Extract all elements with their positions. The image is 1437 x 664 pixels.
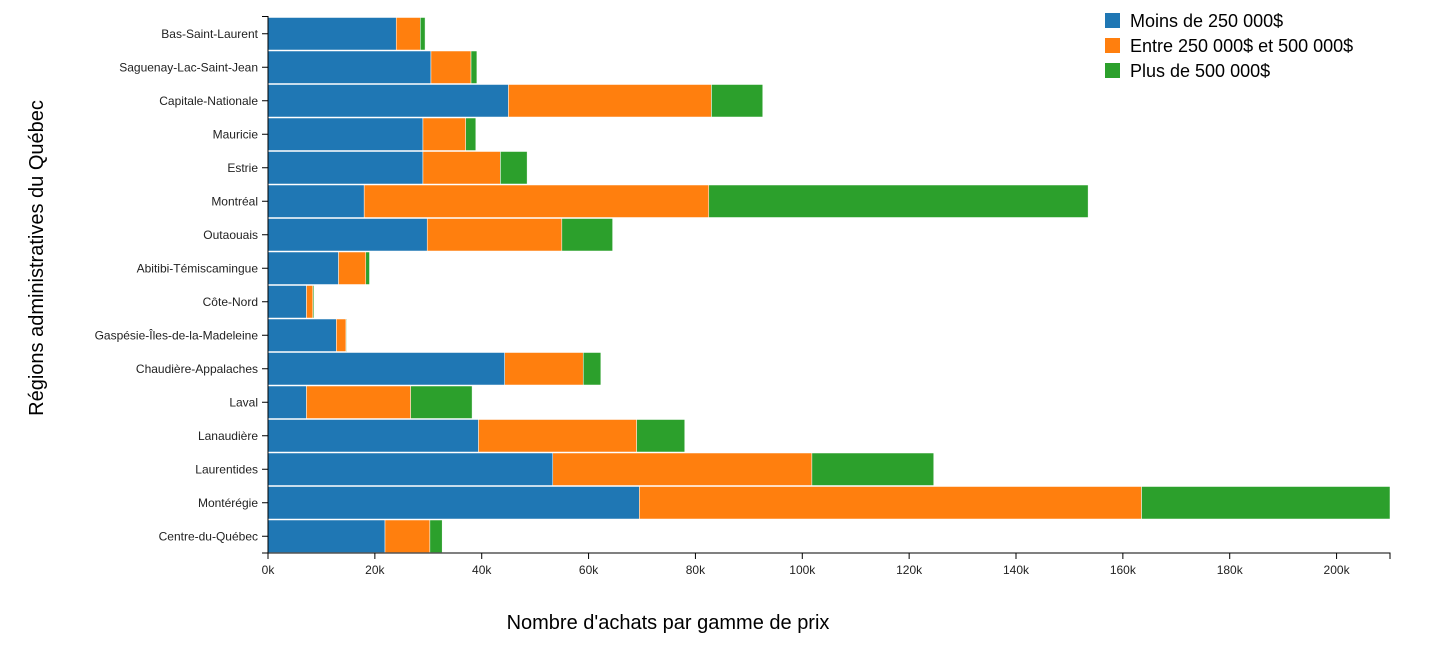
bar-segment-2 bbox=[552, 452, 813, 486]
bar-segment-2 bbox=[384, 519, 431, 553]
bar-segment-3 bbox=[500, 151, 528, 185]
legend-swatch bbox=[1105, 38, 1120, 53]
bar-segment-2 bbox=[306, 385, 411, 419]
x-axis-title: Nombre d'achats par gamme de prix bbox=[507, 612, 830, 634]
bar-segment-2 bbox=[504, 352, 584, 386]
bar-segment-2 bbox=[422, 151, 501, 185]
bar-segment-2 bbox=[363, 184, 710, 218]
y-tick-label: Estrie bbox=[227, 161, 258, 175]
bar-segment-3 bbox=[1141, 486, 1391, 520]
bar-segment-3 bbox=[465, 117, 477, 151]
bar-segment-3 bbox=[410, 385, 473, 419]
bar-segment-3 bbox=[636, 419, 685, 453]
bar-segment-3 bbox=[582, 352, 602, 386]
y-tick-label: Saguenay-Lac-Saint-Jean bbox=[119, 60, 258, 74]
bar-segment-2 bbox=[422, 117, 466, 151]
x-axis: 0k 20k 40k 60k 80k 100k 120k 140k 160k 180k 200k bbox=[262, 552, 1391, 577]
y-tick-label: Côte-Nord bbox=[203, 295, 258, 309]
bar-segment-3 bbox=[811, 452, 934, 486]
x-tick-label: 180k bbox=[1217, 563, 1244, 577]
bar-segment-3 bbox=[561, 218, 613, 252]
bar-segment-1 bbox=[267, 486, 640, 520]
y-tick-label: Mauricie bbox=[213, 127, 259, 141]
bar-segment-1 bbox=[267, 218, 428, 252]
legend: Moins de 250 000$ Entre 250 000$ et 500 0… bbox=[1105, 11, 1353, 81]
bar-segment-1 bbox=[267, 184, 365, 218]
bar-segment-1 bbox=[267, 419, 479, 453]
bar-segment-1 bbox=[267, 452, 554, 486]
bar-segment-2 bbox=[395, 17, 421, 51]
x-tick-label: 140k bbox=[1003, 563, 1030, 577]
y-tick-label: Capitale-Nationale bbox=[159, 94, 258, 108]
legend-label: Moins de 250 000$ bbox=[1130, 11, 1283, 31]
x-tick-label: 60k bbox=[579, 563, 599, 577]
y-tick-label: Montérégie bbox=[198, 496, 258, 510]
y-tick-label: Montréal bbox=[211, 194, 258, 208]
bar-segment-1 bbox=[267, 251, 339, 285]
bar-segment-2 bbox=[306, 285, 314, 319]
legend-label: Plus de 500 000$ bbox=[1130, 61, 1270, 81]
x-tick-label: 120k bbox=[896, 563, 923, 577]
legend-swatch bbox=[1105, 63, 1120, 78]
bar-segment-2 bbox=[336, 318, 347, 352]
y-tick-label: Centre-du-Québec bbox=[159, 529, 258, 543]
y-tick-label: Chaudière-Appalaches bbox=[136, 362, 258, 376]
y-tick-label: Abitibi-Témiscamingue bbox=[137, 261, 259, 275]
x-tick-label: 200k bbox=[1324, 563, 1351, 577]
bar-segment-3 bbox=[470, 50, 478, 84]
bar-segment-2 bbox=[338, 251, 367, 285]
y-tick-label: Laurentides bbox=[195, 462, 258, 476]
bar-segment-3 bbox=[312, 285, 315, 319]
bar-segment-2 bbox=[639, 486, 1142, 520]
bar-segment-3 bbox=[711, 84, 763, 118]
y-axis: Bas-Saint-Laurent Saguenay-Lac-Saint-Jean… bbox=[95, 16, 269, 554]
bar-segment-1 bbox=[267, 84, 509, 118]
y-tick-label: Gaspésie-Îles-de-la-Madeleine bbox=[95, 327, 259, 342]
legend-label: Entre 250 000$ et 500 000$ bbox=[1130, 36, 1353, 56]
bar-segment-2 bbox=[426, 218, 563, 252]
y-axis-title: Régions administratives du Québec bbox=[26, 100, 48, 416]
bar-segment-1 bbox=[267, 318, 337, 352]
legend-swatch bbox=[1105, 13, 1120, 28]
bar-segment-1 bbox=[267, 385, 307, 419]
bar-segment-2 bbox=[478, 419, 637, 453]
bar-segment-1 bbox=[267, 17, 397, 51]
bar-segment-3 bbox=[420, 17, 426, 51]
x-tick-label: 20k bbox=[365, 563, 385, 577]
x-tick-label: 80k bbox=[686, 563, 706, 577]
bar-segment-3 bbox=[708, 184, 1089, 218]
bar-segment-1 bbox=[267, 519, 386, 553]
bar-segment-1 bbox=[267, 352, 505, 386]
x-axis-line bbox=[267, 552, 1391, 559]
bar-segment-3 bbox=[429, 519, 443, 553]
y-tick-label: Bas-Saint-Laurent bbox=[161, 27, 258, 41]
x-tick-label: 160k bbox=[1110, 563, 1137, 577]
bar-segment-3 bbox=[365, 251, 370, 285]
bar-segment-2 bbox=[430, 50, 472, 84]
bar-segment-1 bbox=[267, 285, 307, 319]
y-tick-label: Lanaudière bbox=[198, 429, 258, 443]
bar-segment-1 bbox=[267, 151, 424, 185]
x-tick-label: 100k bbox=[789, 563, 816, 577]
x-tick-label: 0k bbox=[262, 563, 276, 577]
bars-group bbox=[267, 17, 1391, 553]
x-tick-label: 40k bbox=[472, 563, 492, 577]
bar-segment-2 bbox=[508, 84, 712, 118]
y-tick-label: Laval bbox=[229, 395, 258, 409]
bar-segment-1 bbox=[267, 117, 424, 151]
y-axis-line bbox=[262, 16, 269, 554]
bar-segment-1 bbox=[267, 50, 432, 84]
y-tick-label: Outaouais bbox=[203, 228, 258, 242]
bar-segment-3 bbox=[345, 318, 347, 352]
